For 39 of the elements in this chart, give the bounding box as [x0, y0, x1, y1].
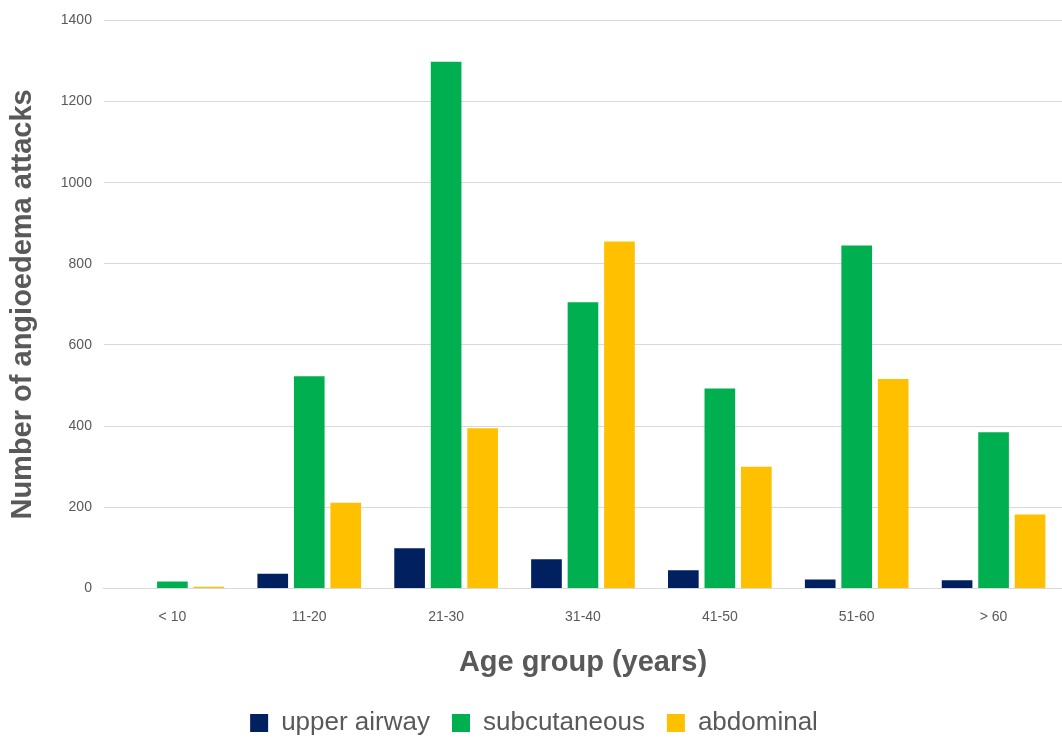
x-tick-label: 11-20 — [291, 607, 327, 624]
bar — [841, 245, 873, 588]
x-tick-label: < 10 — [158, 607, 187, 624]
bar — [567, 302, 599, 588]
bar — [704, 388, 736, 588]
x-axis-title: Age group (years) — [458, 644, 708, 677]
bar — [293, 376, 325, 588]
x-tick-label: 31-40 — [565, 607, 602, 624]
legend-label: subcutaneous — [482, 706, 645, 737]
bar — [394, 548, 425, 588]
bar — [157, 581, 188, 588]
bar — [877, 379, 909, 588]
bar — [978, 432, 1009, 588]
bar — [467, 428, 498, 588]
bar — [1014, 514, 1046, 588]
x-tick-label: 51-60 — [838, 607, 875, 624]
y-tick-label: 1200 — [60, 92, 93, 109]
legend-label: abdominal — [697, 706, 818, 737]
y-tick-label: 600 — [68, 335, 93, 352]
y-axis-title: Number of angioedema attacks — [5, 89, 38, 520]
x-tick-label: 41-50 — [701, 607, 738, 624]
bar — [668, 570, 699, 588]
bar — [804, 579, 836, 588]
x-tick-label: 21-30 — [428, 607, 465, 624]
bar — [257, 573, 289, 588]
bar — [531, 559, 562, 588]
bar — [941, 580, 973, 588]
y-tick-label: 0 — [84, 579, 93, 596]
legend-label: upper airway — [281, 706, 430, 737]
y-tick-label: 200 — [68, 498, 93, 515]
bar — [430, 61, 462, 588]
y-tick-label: 1400 — [60, 11, 93, 28]
bar — [330, 502, 362, 588]
bar — [604, 241, 635, 588]
x-tick-label: > 60 — [979, 607, 1008, 624]
bar — [741, 466, 772, 588]
y-tick-label: 400 — [68, 416, 93, 433]
y-tick-label: 800 — [68, 254, 93, 271]
y-tick-label: 1000 — [60, 173, 93, 190]
